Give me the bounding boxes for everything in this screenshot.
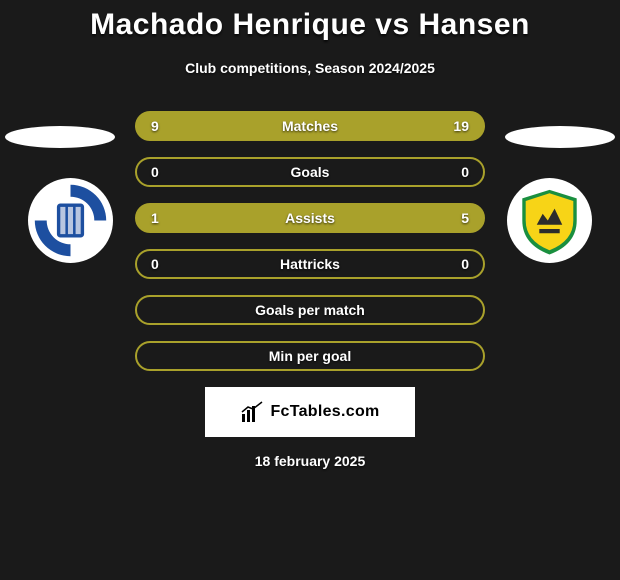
stat-value-right: 0 — [461, 164, 469, 180]
stat-pill: Min per goal — [135, 341, 485, 371]
stat-row: Assists 1 5 — [135, 203, 485, 233]
stat-value-right: 0 — [461, 256, 469, 272]
page-title: Machado Henrique vs Hansen — [0, 0, 620, 42]
stat-label: Goals per match — [255, 302, 365, 318]
stat-value-left: 0 — [151, 256, 159, 272]
chart-icon — [240, 400, 264, 424]
stat-value-left: 0 — [151, 164, 159, 180]
stat-row: Matches 9 19 — [135, 111, 485, 141]
stat-label: Goals — [291, 164, 330, 180]
stat-label: Matches — [282, 118, 338, 134]
stat-pill: Goals per match — [135, 295, 485, 325]
stat-row: Hattricks 0 0 — [135, 249, 485, 279]
logo-text: FcTables.com — [270, 403, 379, 421]
stat-value-left: 1 — [151, 210, 159, 226]
stat-label: Min per goal — [269, 348, 351, 364]
stat-value-right: 5 — [461, 210, 469, 226]
stat-pill: Hattricks 0 0 — [135, 249, 485, 279]
stat-value-right: 19 — [453, 118, 469, 134]
date-text: 18 february 2025 — [0, 453, 620, 469]
stat-pill: Matches 9 19 — [135, 111, 485, 141]
stat-row: Goals 0 0 — [135, 157, 485, 187]
page-subtitle: Club competitions, Season 2024/2025 — [0, 60, 620, 76]
stat-pill: Assists 1 5 — [135, 203, 485, 233]
stat-pill: Goals 0 0 — [135, 157, 485, 187]
stat-row: Goals per match — [135, 295, 485, 325]
stat-value-left: 9 — [151, 118, 159, 134]
stat-row: Min per goal — [135, 341, 485, 371]
fctables-logo[interactable]: FcTables.com — [205, 387, 415, 437]
stat-label: Assists — [285, 210, 335, 226]
stats-container: Matches919Goals00Assists15Hattricks00Goa… — [0, 111, 620, 371]
stat-label: Hattricks — [280, 256, 340, 272]
